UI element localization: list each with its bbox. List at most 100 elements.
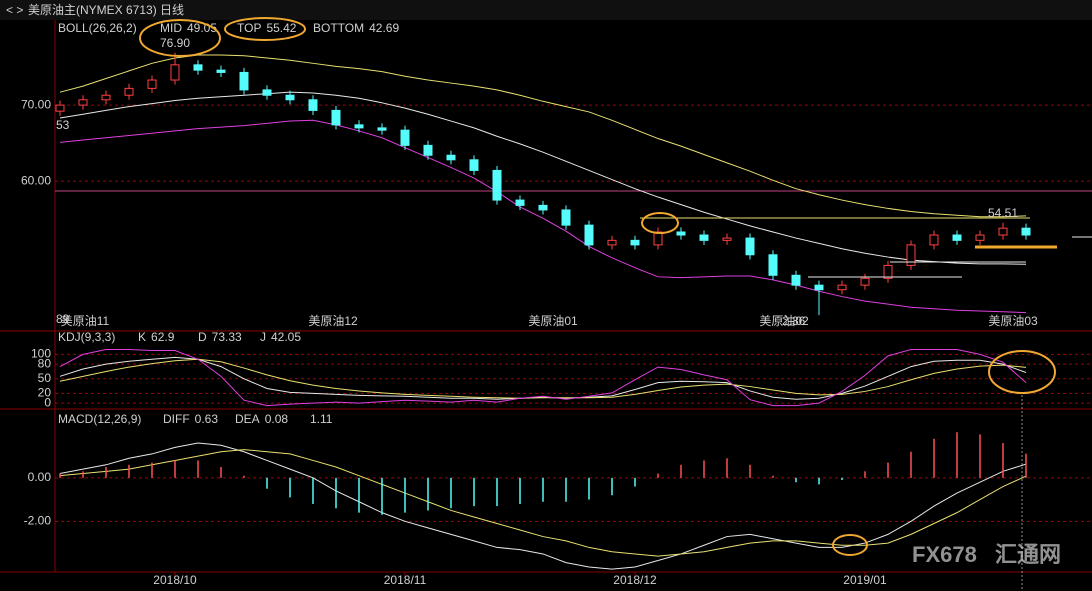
legend-value: 73.33 — [212, 330, 242, 344]
period[interactable]: 日线 — [160, 3, 184, 17]
candle-body — [400, 129, 410, 146]
candle-body — [883, 264, 893, 279]
edge-label: 2.36 — [782, 314, 806, 328]
y-tick-label: 80 — [38, 356, 52, 370]
candle-body — [561, 209, 571, 226]
candle-body — [469, 159, 479, 171]
legend-value: 62.9 — [151, 330, 175, 344]
legend-value: 0.08 — [265, 412, 289, 426]
instrument-title: 美原油主(NYMEX 6713) — [28, 3, 157, 17]
legend-entry: J 42.05 — [260, 330, 301, 344]
contract-label: 美原油11 — [61, 314, 110, 328]
legend-name: DIFF — [163, 412, 190, 426]
y-tick-label: 50 — [38, 371, 52, 385]
candle-body — [975, 234, 985, 241]
candle-body — [998, 227, 1008, 236]
user-drawings — [139, 17, 1092, 591]
candle-body — [515, 199, 525, 206]
candle-body — [124, 87, 134, 96]
legend-entry: MID 49.05 — [160, 21, 217, 35]
y-tick-label: 20 — [38, 386, 52, 400]
x-tick-label: 2018/10 — [153, 573, 197, 587]
indicator-label: BOLL(26,26,2) — [58, 21, 137, 35]
indicator-line — [59, 54, 1027, 218]
candle-body — [676, 231, 686, 236]
x-tick-label: 2018/12 — [613, 573, 657, 587]
legend-entry: DEA 0.08 — [235, 412, 288, 426]
candle-body — [446, 154, 456, 161]
candle-body — [860, 277, 870, 286]
legend-entry: K 62.9 — [138, 330, 175, 344]
legend-name: DEA — [235, 412, 260, 426]
price-annotation: 76.90 — [160, 36, 190, 50]
candle-body — [1021, 227, 1031, 236]
y-tick-label: 0.00 — [28, 470, 52, 484]
y-tick-label: 0 — [44, 395, 51, 409]
y-tick-label: 70.00 — [21, 97, 51, 111]
candle-body — [768, 254, 778, 276]
candle-body — [814, 284, 824, 291]
legend-name: BOTTOM — [313, 21, 364, 35]
edge-label: 89 — [56, 312, 70, 326]
candle-body — [906, 244, 916, 266]
legend-entry: BOTTOM 42.69 — [313, 21, 399, 35]
candle-body — [377, 127, 387, 131]
contract-label: 美原油02 — [759, 314, 809, 328]
x-tick-label: 2019/01 — [843, 573, 887, 587]
price-annotation: 54.51 — [988, 206, 1018, 220]
indicator-line — [59, 91, 1027, 265]
legend-value: 0.63 — [195, 412, 219, 426]
nav-icons[interactable]: < > — [6, 3, 23, 17]
legend-name: J — [260, 330, 266, 344]
candle-body — [170, 64, 180, 81]
panel-borders — [0, 20, 1092, 573]
candle-body — [354, 124, 364, 129]
candle-body — [423, 144, 433, 156]
candle-body — [78, 99, 88, 106]
candle-body — [699, 234, 709, 241]
contract-label: 美原油01 — [528, 314, 578, 328]
candle-body — [722, 237, 732, 241]
candle-body — [101, 94, 111, 101]
legend-name: D — [198, 330, 207, 344]
y-tick-label: 100 — [31, 347, 51, 361]
candle-body — [55, 104, 65, 112]
x-tick-label: 2018/11 — [384, 573, 427, 587]
y-tick-label: 60.00 — [21, 173, 51, 187]
indicator-line — [59, 442, 1027, 570]
indicator-line — [59, 358, 1027, 399]
indicator-label: MACD(12,26,9) — [58, 412, 141, 426]
legend-entry: DIFF 0.63 — [163, 412, 218, 426]
contract-label: 美原油12 — [308, 314, 358, 328]
indicator-label: KDJ(9,3,3) — [58, 330, 115, 344]
legend-name: MID — [160, 21, 182, 35]
candle-body — [285, 94, 295, 101]
candle-body — [147, 79, 157, 89]
legend-value: 49.05 — [187, 21, 217, 35]
candle-body — [837, 284, 847, 291]
candle-body — [262, 89, 272, 96]
legend-value: 55.42 — [266, 21, 296, 35]
candle-body — [492, 169, 502, 201]
candle-body — [630, 239, 640, 246]
legend-value: 42.69 — [369, 21, 399, 35]
candle-body — [538, 204, 548, 211]
candle-body — [791, 274, 801, 286]
plot-layer: 70.00 60.00 76.90 54.51 美原油11 美原油12 美原油01 美原油02… — [21, 21, 1092, 587]
legend-value: 42.05 — [271, 330, 301, 344]
indicator-line — [59, 349, 1027, 407]
candle-body — [584, 224, 594, 246]
candle-body — [929, 234, 939, 246]
candle-body — [331, 109, 341, 126]
candle-body — [952, 234, 962, 241]
legend-entry: D 73.33 — [198, 330, 242, 344]
edge-label: 53 — [56, 118, 70, 132]
legend-entry: TOP 55.42 — [237, 21, 297, 35]
title-bar — [0, 0, 1092, 20]
legend-entry: 1.11 — [310, 412, 333, 426]
y-tick-label: -2.00 — [24, 514, 52, 528]
legend-name: K — [138, 330, 146, 344]
candle-body — [308, 99, 318, 111]
legend-name: TOP — [237, 21, 261, 35]
